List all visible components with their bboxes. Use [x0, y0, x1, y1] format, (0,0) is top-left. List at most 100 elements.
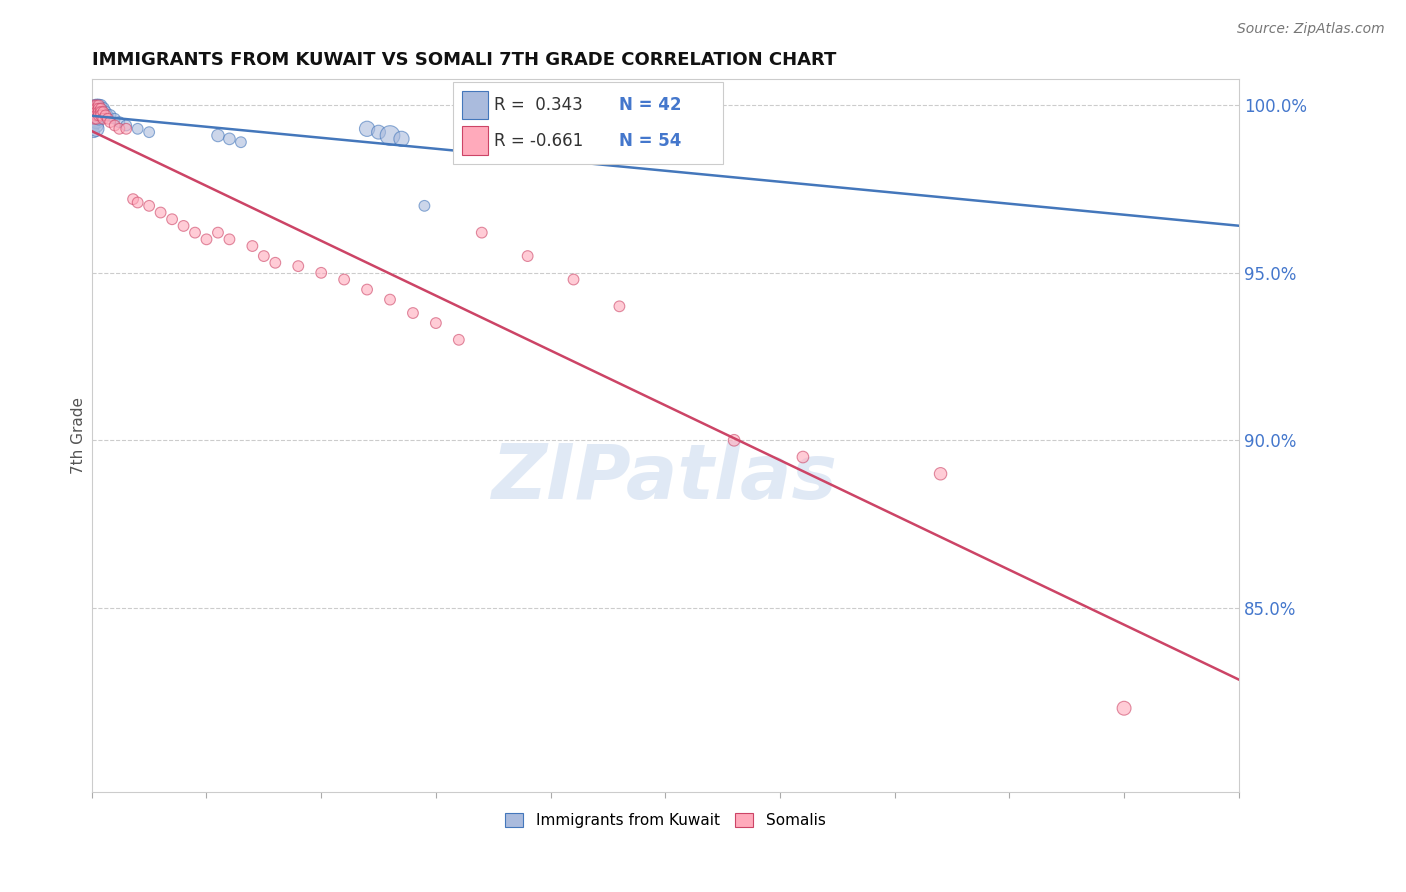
Point [86, 105, 108, 120]
Point [90, 105, 112, 120]
Point [90, 98, 112, 112]
Point [83, 98, 105, 112]
Point [104, 119, 127, 133]
Y-axis label: 7th Grade: 7th Grade [72, 397, 86, 474]
Point [86, 115, 108, 129]
Text: IMMIGRANTS FROM KUWAIT VS SOMALI 7TH GRADE CORRELATION CHART: IMMIGRANTS FROM KUWAIT VS SOMALI 7TH GRA… [91, 51, 837, 69]
Point [122, 192, 145, 206]
Point [87, 105, 110, 120]
Point [929, 467, 952, 481]
Point [83, 112, 105, 126]
Point [86, 112, 108, 126]
Point [97, 108, 120, 122]
Point [104, 112, 127, 126]
Point [378, 128, 401, 143]
Point [229, 135, 252, 149]
Point [83, 108, 105, 122]
Point [127, 195, 149, 210]
Point [367, 125, 389, 139]
Point [631, 138, 654, 153]
Text: R =  0.343: R = 0.343 [495, 96, 583, 114]
Point [356, 121, 378, 136]
Point [609, 299, 631, 313]
Point [413, 199, 436, 213]
Point [87, 102, 110, 116]
Point [108, 115, 131, 129]
Point [1112, 701, 1135, 715]
Point [86, 108, 108, 122]
Point [87, 108, 110, 122]
Point [138, 199, 160, 213]
Point [149, 205, 172, 219]
Point [94, 105, 117, 120]
Point [264, 256, 287, 270]
Point [253, 249, 276, 263]
FancyBboxPatch shape [453, 82, 723, 164]
Point [86, 108, 108, 122]
Point [195, 232, 218, 246]
Bar [463, 91, 488, 120]
Point [391, 132, 413, 146]
Text: ZIPatlas: ZIPatlas [492, 441, 838, 515]
Point [402, 306, 425, 320]
Point [309, 266, 332, 280]
Point [86, 102, 108, 116]
Point [86, 119, 108, 133]
Bar [463, 127, 488, 155]
Point [91, 105, 114, 120]
Text: N = 42: N = 42 [620, 96, 682, 114]
Point [86, 112, 108, 126]
Point [138, 125, 160, 139]
Point [86, 98, 108, 112]
Point [83, 105, 105, 120]
Point [90, 108, 112, 122]
Point [287, 259, 309, 273]
Point [218, 232, 240, 246]
Point [83, 125, 105, 139]
Point [90, 105, 112, 120]
Point [87, 108, 110, 122]
Point [425, 316, 447, 330]
Point [98, 108, 121, 122]
Point [115, 119, 138, 133]
Point [87, 102, 110, 116]
Point [207, 226, 229, 240]
Point [83, 102, 105, 116]
Text: R = -0.661: R = -0.661 [495, 132, 583, 150]
Point [207, 128, 229, 143]
Point [127, 121, 149, 136]
Point [98, 115, 121, 129]
Point [471, 226, 494, 240]
Point [447, 333, 470, 347]
Point [86, 98, 108, 112]
Point [90, 102, 112, 116]
Legend: Immigrants from Kuwait, Somalis: Immigrants from Kuwait, Somalis [499, 807, 831, 834]
Point [516, 249, 538, 263]
Point [173, 219, 195, 233]
Point [218, 132, 240, 146]
Point [108, 121, 131, 136]
Point [86, 105, 108, 120]
Point [562, 272, 585, 286]
Point [184, 226, 207, 240]
Text: N = 54: N = 54 [620, 132, 682, 150]
Point [86, 121, 108, 136]
Point [86, 102, 108, 116]
Point [87, 98, 110, 112]
Point [333, 272, 356, 286]
Point [87, 112, 110, 126]
Point [83, 119, 105, 133]
Point [91, 102, 114, 116]
Point [160, 212, 183, 227]
Point [83, 112, 105, 126]
Point [115, 121, 138, 136]
Point [83, 108, 105, 122]
Point [83, 102, 105, 116]
Text: Source: ZipAtlas.com: Source: ZipAtlas.com [1237, 22, 1385, 37]
Point [356, 283, 378, 297]
Point [378, 293, 401, 307]
Point [91, 105, 114, 120]
Point [87, 98, 110, 112]
Point [94, 108, 117, 122]
Point [91, 112, 114, 126]
